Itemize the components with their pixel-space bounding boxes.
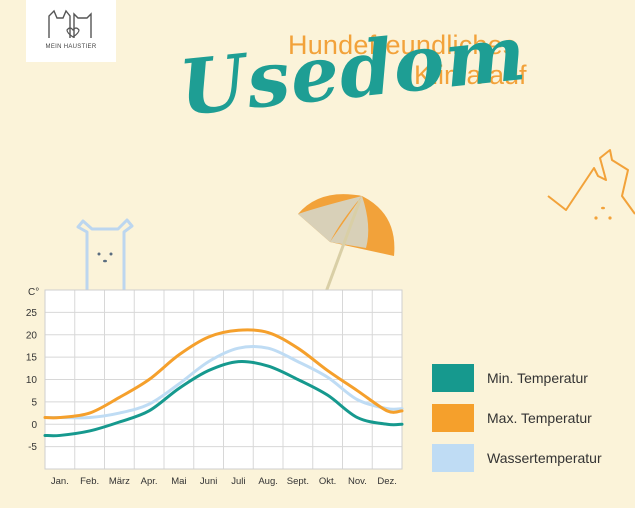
y-tick-label: 0 bbox=[31, 420, 37, 431]
y-tick-label: 5 bbox=[31, 397, 37, 408]
dog-illustration-icon bbox=[76, 218, 134, 292]
legend-item-max: Max. Temperatur bbox=[432, 404, 622, 444]
x-tick-label: Aug. bbox=[258, 476, 278, 487]
x-tick-label: Nov. bbox=[348, 476, 367, 487]
cat-illustration-icon bbox=[547, 149, 635, 220]
y-tick-label: 10 bbox=[26, 375, 38, 386]
legend-swatch-water bbox=[432, 444, 474, 472]
umbrella-icon bbox=[298, 194, 395, 293]
y-tick-label: 15 bbox=[26, 353, 38, 364]
x-tick-label: Sept. bbox=[287, 476, 309, 487]
legend-swatch-min bbox=[432, 364, 474, 392]
x-tick-label: Mai bbox=[171, 476, 186, 487]
series-line-1 bbox=[43, 328, 404, 420]
logo-text: MEIN HAUSTIER bbox=[45, 44, 97, 50]
y-axis: -5 0 5 10 15 20 25 bbox=[26, 308, 38, 453]
y-tick-label: 20 bbox=[26, 330, 38, 341]
y-tick-label: -5 bbox=[28, 442, 37, 453]
legend-label-water: Wassertemperatur bbox=[487, 450, 602, 466]
chart-series bbox=[43, 328, 404, 438]
x-tick-label: Feb. bbox=[80, 476, 99, 487]
y-tick-label: 25 bbox=[26, 308, 38, 319]
chart-legend: Min. Temperatur Max. Temperatur Wasserte… bbox=[432, 364, 622, 484]
x-tick-label: Juni bbox=[200, 476, 217, 487]
heading-line-2: Klima auf bbox=[414, 60, 527, 90]
x-tick-label: Apr. bbox=[141, 476, 158, 487]
y-axis-unit: C° bbox=[28, 287, 39, 298]
x-tick-label: März bbox=[109, 476, 130, 487]
heading-line-1: Hundefreundliches bbox=[288, 30, 517, 60]
x-tick-label: Okt. bbox=[319, 476, 336, 487]
cat-dog-logo-icon bbox=[48, 9, 92, 38]
legend-label-max: Max. Temperatur bbox=[487, 410, 592, 426]
x-tick-label: Dez. bbox=[377, 476, 397, 487]
series-line-2 bbox=[43, 344, 404, 420]
x-tick-label: Jan. bbox=[51, 476, 69, 487]
legend-swatch-max bbox=[432, 404, 474, 432]
plot-border bbox=[44, 289, 403, 470]
legend-item-min: Min. Temperatur bbox=[432, 364, 622, 404]
series-line-0 bbox=[43, 359, 404, 438]
logo: MEIN HAUSTIER bbox=[26, 0, 116, 62]
x-tick-label: Juli bbox=[231, 476, 245, 487]
legend-item-water: Wassertemperatur bbox=[432, 444, 622, 484]
legend-label-min: Min. Temperatur bbox=[487, 370, 588, 386]
x-axis: Jan. Feb. März Apr. Mai Juni Juli Aug. Sept. Okt.… bbox=[51, 476, 397, 487]
